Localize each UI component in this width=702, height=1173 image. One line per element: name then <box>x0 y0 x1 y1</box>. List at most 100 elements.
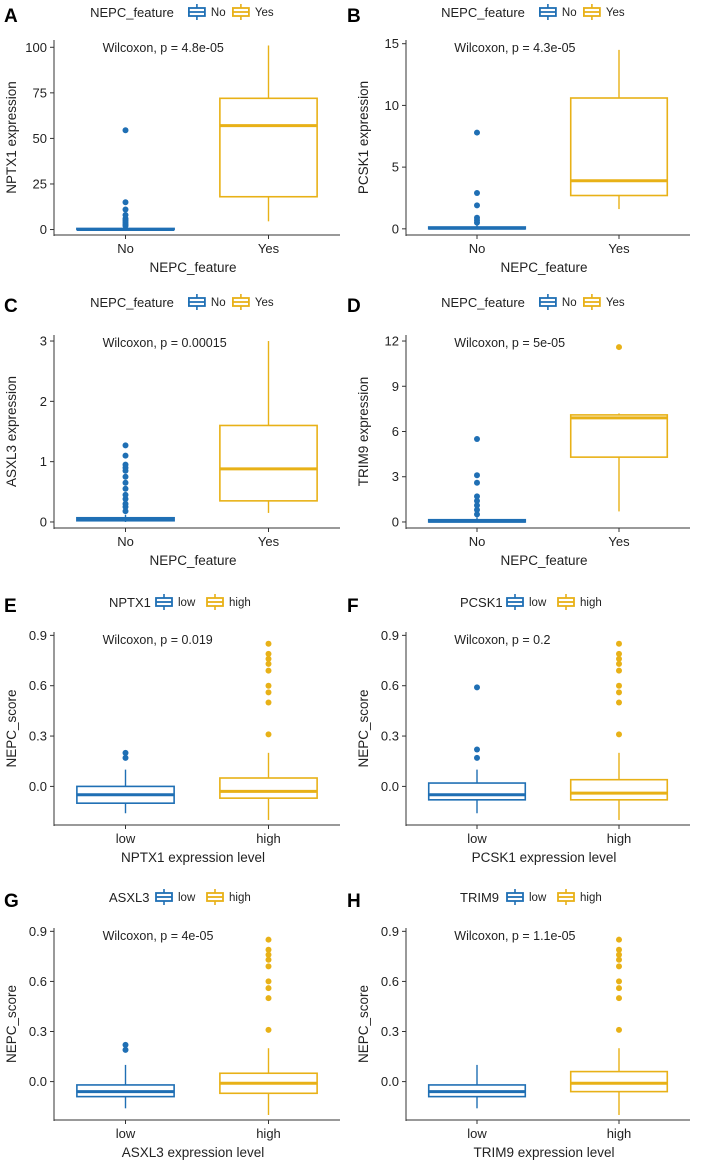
y-tick-label: 50 <box>33 131 47 146</box>
panel-f: F PCSK1 low high 0.0 0.3 0.6 0.9 low high PCSK1 ex… <box>347 594 690 865</box>
outlier-point <box>616 956 622 963</box>
box-iqr <box>427 782 527 801</box>
outlier-point <box>474 202 480 209</box>
y-tick-label: 0.6 <box>29 974 47 989</box>
outlier-point <box>122 754 129 761</box>
outlier-point <box>474 472 480 479</box>
y-axis-title: NPTX1 expression <box>4 81 19 194</box>
legend-key-low <box>155 889 173 905</box>
legend-entry-label: low <box>529 597 547 609</box>
legend-title: NEPC_feature <box>441 295 525 310</box>
outlier-point <box>122 127 129 134</box>
legend-key-yes <box>231 4 250 20</box>
panel-label: H <box>347 891 361 912</box>
outlier-point <box>265 655 272 662</box>
outlier-point <box>122 479 129 486</box>
legend-entry-label: Yes <box>255 7 274 19</box>
y-tick-label: 0.9 <box>381 924 399 939</box>
legend-key-low <box>506 889 524 905</box>
y-tick-label: 12 <box>385 334 399 349</box>
outlier-point <box>122 485 129 492</box>
y-tick-label: 15 <box>385 36 399 51</box>
panel-label: B <box>347 6 361 27</box>
outlier-point <box>616 963 622 970</box>
outlier-point <box>616 667 622 674</box>
outlier-point <box>616 689 622 696</box>
x-tick-label: Yes <box>258 241 280 256</box>
outlier-point <box>122 442 129 449</box>
boxplot-no <box>427 129 527 230</box>
boxplot-no <box>76 442 175 522</box>
panel-e: E NPTX1 low high 0.0 0.3 0.6 0.9 low high NPTX1 ex… <box>4 594 340 865</box>
panel-label: D <box>347 296 361 317</box>
outlier-point <box>265 1026 272 1033</box>
boxplot-yes <box>569 344 669 512</box>
y-tick-label: 1 <box>40 454 47 469</box>
outlier-point <box>122 508 129 515</box>
y-tick-label: 0.3 <box>29 1024 47 1039</box>
outlier-point <box>122 491 129 498</box>
boxplot-low <box>427 684 527 814</box>
outlier-point <box>122 1046 129 1053</box>
legend-key-no <box>187 4 206 20</box>
outlier-point <box>616 985 622 992</box>
outlier-point <box>616 936 622 943</box>
boxplot-high <box>569 640 669 820</box>
y-tick-label: 0 <box>392 221 399 236</box>
outlier-point <box>474 479 480 486</box>
legend: ASXL3 low high <box>109 889 251 905</box>
y-tick-label: 9 <box>392 379 399 394</box>
outlier-point <box>122 1041 129 1048</box>
y-tick-label: 3 <box>40 334 47 349</box>
x-axis-title: ASXL3 expression level <box>122 1145 265 1160</box>
y-axis-title: NEPC_score <box>4 985 19 1063</box>
wilcoxon-annotation: Wilcoxon, p = 4.8e-05 <box>103 41 224 55</box>
x-tick-label: low <box>467 831 487 846</box>
legend-key-yes <box>583 294 601 310</box>
panel-label: E <box>4 596 17 617</box>
outlier-point <box>265 995 272 1002</box>
y-tick-label: 10 <box>385 98 399 113</box>
outlier-point <box>474 684 480 691</box>
outlier-point <box>265 682 272 689</box>
y-tick-label: 5 <box>392 160 399 175</box>
boxplot-yes <box>219 45 318 222</box>
box-iqr <box>569 1070 669 1093</box>
outlier-point <box>122 199 129 206</box>
outlier-point <box>474 754 480 761</box>
outlier-point <box>474 190 480 197</box>
legend-title: TRIM9 <box>460 890 499 905</box>
legend: NEPC_feature No Yes <box>90 4 274 20</box>
legend-key-no <box>187 294 206 310</box>
legend-key-high <box>206 594 224 610</box>
legend-entry-label: high <box>580 597 602 609</box>
x-tick-label: No <box>117 534 134 549</box>
outlier-point <box>265 978 272 985</box>
y-axis-title: TRIM9 expression <box>356 377 371 487</box>
panel-label: F <box>347 596 359 617</box>
boxplot-low <box>427 1064 527 1109</box>
legend-key-yes <box>231 294 250 310</box>
y-axis-title: PCSK1 expression <box>356 81 371 194</box>
wilcoxon-annotation: Wilcoxon, p = 0.00015 <box>103 336 227 350</box>
boxplot-yes <box>219 341 318 513</box>
y-tick-label: 0.0 <box>29 1074 47 1089</box>
y-tick-label: 0.9 <box>29 628 47 643</box>
y-tick-label: 2 <box>40 394 47 409</box>
legend-entry-label: No <box>562 297 577 309</box>
legend-entry-label: No <box>562 7 577 19</box>
panel-label: A <box>4 6 18 27</box>
y-tick-label: 0.0 <box>381 1074 399 1089</box>
legend-title: NPTX1 <box>109 595 151 610</box>
boxplot-high <box>569 936 669 1115</box>
panel-g: G ASXL3 low high 0.0 0.3 0.6 0.9 low high ASXL3 ex… <box>4 889 340 1160</box>
legend-entry-label: Yes <box>606 7 625 19</box>
x-axis-title: PCSK1 expression level <box>472 850 617 865</box>
wilcoxon-annotation: Wilcoxon, p = 5e-05 <box>454 336 565 350</box>
outlier-point <box>122 500 129 507</box>
outlier-point <box>616 344 622 351</box>
legend-entry-label: low <box>178 892 196 904</box>
legend-key-low <box>506 594 524 610</box>
